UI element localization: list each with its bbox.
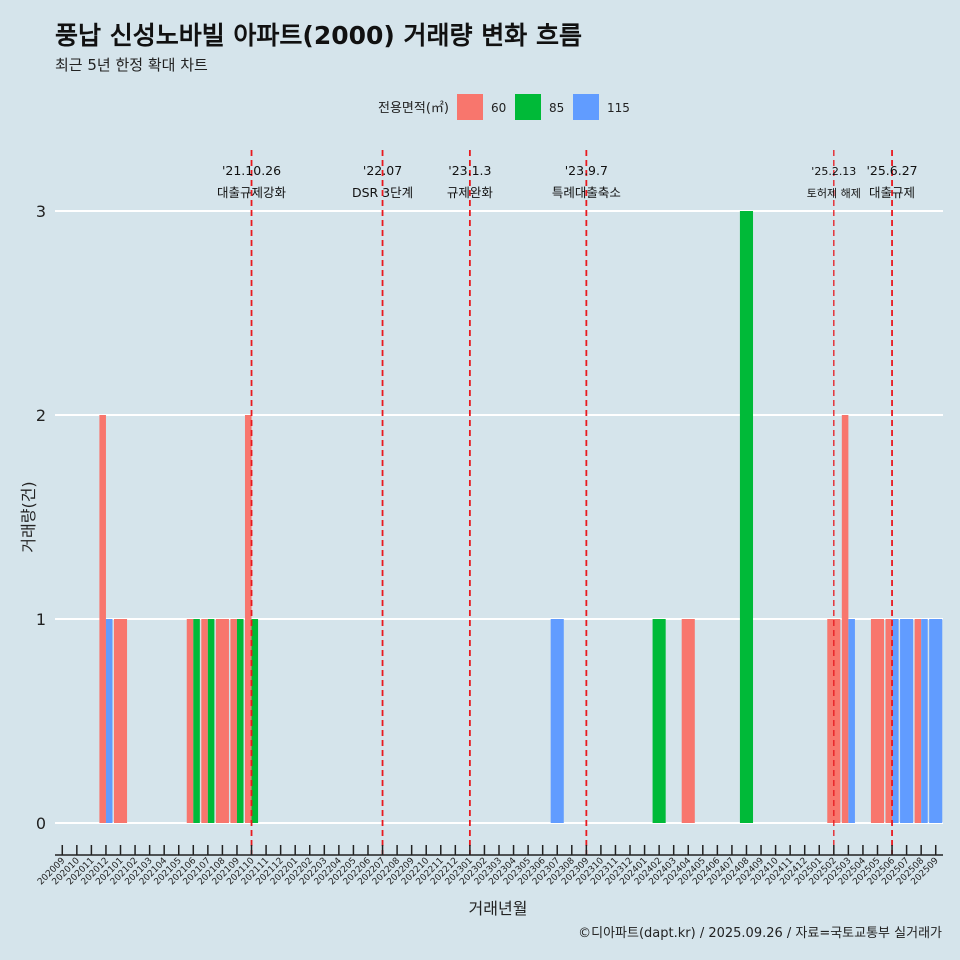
bar [230, 619, 237, 823]
bar [215, 619, 229, 823]
annotation-labels: '21.10.26 대출규제강화 '22.07 DSR 3단계 '23.1.3 규제완화 '… [217, 163, 918, 200]
chart-title: 풍납 신성노바빌 아파트(2000) 거래량 변화 흐름 [55, 21, 582, 50]
legend: 전용면적(㎡) 60 85 115 [378, 94, 630, 120]
legend-label: 85 [549, 101, 564, 115]
bar [929, 619, 943, 823]
bar [921, 619, 928, 823]
bar [848, 619, 855, 823]
legend-title: 전용면적(㎡) [378, 101, 449, 116]
annotation-label: 대출규제강화 [217, 185, 287, 200]
legend-label: 115 [607, 101, 630, 115]
y-tick-label: 2 [36, 406, 46, 425]
bar [739, 211, 754, 823]
annotation-label: 토허제 해제 [807, 186, 861, 200]
bar [113, 619, 128, 823]
annotation-label: DSR 3단계 [352, 185, 413, 200]
y-axis: 0 1 2 3 [36, 202, 46, 833]
bar [201, 619, 208, 823]
bar [236, 619, 244, 823]
annotation-date: '23.9.7 [565, 163, 608, 178]
y-tick-label: 3 [36, 202, 46, 221]
bar [681, 619, 695, 823]
chart-subtitle: 최근 5년 한정 확대 차트 [55, 56, 208, 74]
chart-caption: ©디아파트(dapt.kr) / 2025.09.26 / 자료=국토교통부 실… [578, 926, 942, 941]
annotation-date: '23.1.3 [448, 163, 491, 178]
legend-swatch [515, 94, 541, 120]
annotation-lines [250, 150, 893, 855]
bar [99, 415, 106, 823]
bar [251, 619, 259, 823]
y-tick-label: 0 [36, 814, 46, 833]
bar [892, 619, 899, 823]
annotation-date: '22.07 [363, 163, 402, 178]
bar [193, 619, 200, 823]
bar [885, 619, 893, 823]
bar [914, 619, 922, 823]
annotation-label: 규제완화 [447, 185, 494, 200]
bar [105, 619, 113, 823]
x-axis: 2020092020102020112020122021012021022021… [36, 845, 943, 887]
annotation-date: '25.2.13 [811, 165, 856, 178]
bar [550, 619, 564, 823]
legend-swatch [457, 94, 483, 120]
bar [900, 619, 914, 823]
annotation-label: 특례대출축소 [552, 185, 621, 200]
bar [186, 619, 194, 823]
x-axis-label: 거래년월 [469, 899, 528, 918]
bar [652, 619, 666, 823]
legend-swatch [573, 94, 599, 120]
bar [207, 619, 215, 823]
annotation-label: 대출규제 [869, 185, 915, 200]
legend-label: 60 [491, 101, 506, 115]
bar [870, 619, 885, 823]
bar [841, 415, 849, 823]
annotation-date: '25.6.27 [866, 163, 917, 178]
annotation-date: '21.10.26 [222, 163, 281, 178]
bar [244, 415, 252, 823]
y-tick-label: 1 [36, 610, 46, 629]
bars [99, 211, 943, 823]
y-axis-label: 거래량(건) [19, 481, 38, 552]
